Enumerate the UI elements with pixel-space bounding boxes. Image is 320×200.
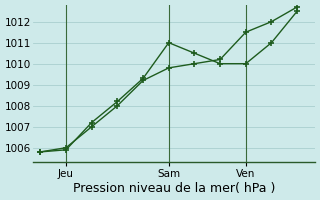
- X-axis label: Pression niveau de la mer( hPa ): Pression niveau de la mer( hPa ): [73, 182, 275, 195]
